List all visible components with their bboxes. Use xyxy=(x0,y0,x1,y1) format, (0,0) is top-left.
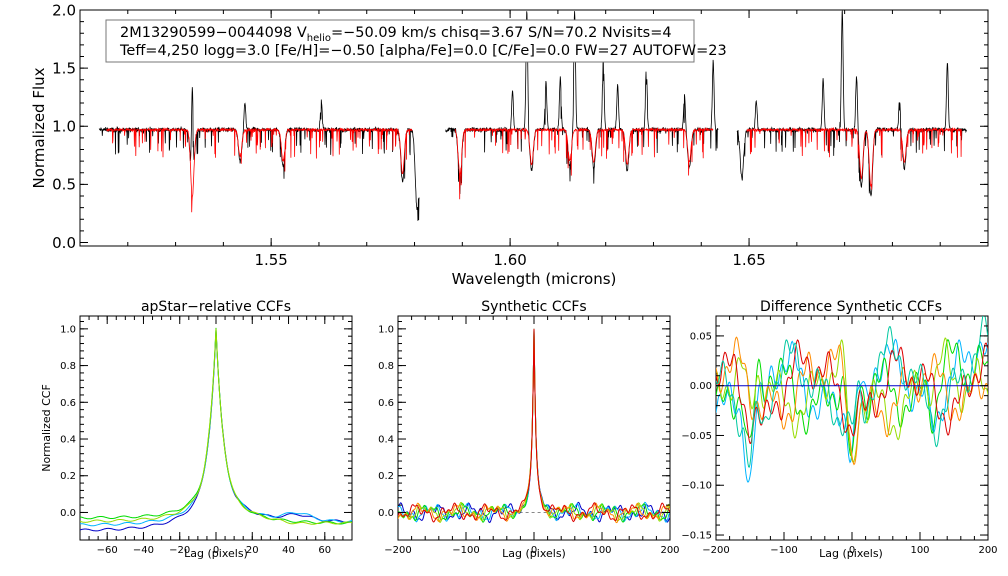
synthetic-x-label: Lag (pixels) xyxy=(502,547,566,560)
y-tick-label: 0.00 xyxy=(690,381,712,392)
difference-ccf-visit-6 xyxy=(716,316,988,468)
x-tick-label: −100 xyxy=(452,545,479,556)
y-tick-label: 0.4 xyxy=(60,435,76,446)
difference-axes-frame xyxy=(715,315,989,541)
x-tick-label: −200 xyxy=(384,545,411,556)
difference-ccf-visit-3 xyxy=(716,337,988,464)
x-tick-label: 200 xyxy=(660,545,679,556)
y-tick-label: 0.0 xyxy=(378,508,394,519)
model-spectrum-chip-1 xyxy=(105,126,413,213)
info-line-2: Teff=4,250 logg=3.0 [Fe/H]=−0.50 [alpha/… xyxy=(119,43,727,59)
apstar-ccf-visit-2 xyxy=(80,329,352,527)
x-tick-label: 1.60 xyxy=(493,251,526,269)
info-line-1: 2M13290599−0044098 Vhelio=−50.09 km/s ch… xyxy=(120,25,672,44)
y-tick-label: 0.6 xyxy=(60,398,76,409)
apstar-ccf-panel: apStar−relative CCFs −60 −40 −20 0 20 40 60 0.0… xyxy=(40,299,353,560)
apstar-ccf-visit-1 xyxy=(80,330,352,532)
y-tick-label: −0.10 xyxy=(681,481,712,492)
model-spectrum-chip-2 xyxy=(454,127,714,200)
spectrum-y-label: Normalized Flux xyxy=(30,67,48,188)
info-box: 2M13290599−0044098 Vhelio=−50.09 km/s ch… xyxy=(105,19,727,63)
y-tick-label: 0.0 xyxy=(52,234,76,252)
x-tick-label: 100 xyxy=(910,545,929,556)
y-tick-label: −0.15 xyxy=(681,531,712,542)
x-tick-label: 0 xyxy=(213,545,219,556)
x-tick-label: 100 xyxy=(592,545,611,556)
y-tick-label: 0.6 xyxy=(378,398,394,409)
y-tick-label: 0.4 xyxy=(378,435,394,446)
synthetic-ccf-title: Synthetic CCFs xyxy=(481,299,586,315)
model-spectrum-chip-3 xyxy=(746,126,962,190)
spectrum-x-label: Wavelength (microns) xyxy=(452,270,617,288)
difference-ccf-panel: Difference Synthetic CCFs −200 −100 0 100 20… xyxy=(681,299,997,560)
x-tick-label: −20 xyxy=(169,545,190,556)
difference-x-label: Lag (pixels) xyxy=(819,547,883,560)
apstar-y-label: Normalized CCF xyxy=(40,384,53,472)
y-tick-label: 0.5 xyxy=(52,176,76,194)
y-tick-label: 1.0 xyxy=(52,118,76,136)
y-tick-label: 0.0 xyxy=(60,508,76,519)
synthetic-ccf-panel: Synthetic CCFs −200 −100 0 100 200 0.0 0.2 0.4 0… xyxy=(378,299,679,560)
x-tick-label: 40 xyxy=(282,545,295,556)
apstar-ccf-visit-4 xyxy=(80,328,352,525)
apstar-x-label: Lag (pixels) xyxy=(184,547,248,560)
x-tick-label: 0 xyxy=(531,545,537,556)
spectrum-panel: 1.55 1.60 1.65 0.0 0.5 1.0 1.5 2.0 Wavelength (… xyxy=(30,1,989,288)
x-tick-label: −60 xyxy=(97,545,118,556)
apstar-axes-frame xyxy=(79,315,353,541)
y-tick-label: 2.0 xyxy=(52,1,76,19)
y-tick-label: 0.05 xyxy=(690,331,712,342)
x-tick-label: 1.65 xyxy=(732,251,765,269)
x-tick-label: 0 xyxy=(849,545,855,556)
y-tick-label: 1.0 xyxy=(378,324,394,335)
x-tick-label: −100 xyxy=(770,545,797,556)
observed-spectrum-chip-1 xyxy=(98,87,420,221)
x-tick-label: 20 xyxy=(246,545,259,556)
apstar-ccf-title: apStar−relative CCFs xyxy=(141,299,291,315)
x-tick-label: 200 xyxy=(978,545,997,556)
spectrum-axes-frame xyxy=(79,9,989,247)
x-tick-label: −40 xyxy=(133,545,154,556)
y-tick-label: 0.8 xyxy=(378,361,394,372)
observed-spectrum-chip-3 xyxy=(736,10,967,197)
y-tick-label: 0.2 xyxy=(60,471,76,482)
x-tick-label: −200 xyxy=(702,545,729,556)
y-tick-label: −0.05 xyxy=(681,431,712,442)
difference-ccf-visit-4 xyxy=(716,336,988,466)
apstar-ccf-visit-3 xyxy=(80,327,352,525)
info-box-frame xyxy=(105,19,695,63)
x-tick-label: 1.55 xyxy=(254,251,287,269)
y-tick-label: 1.5 xyxy=(52,59,76,77)
info-vhelio-subscript: helio xyxy=(307,33,331,44)
difference-ccf-visit-5 xyxy=(716,339,988,444)
y-tick-label: 1.0 xyxy=(60,324,76,335)
info-star-id: 2M13290599−0044098 V xyxy=(120,25,307,41)
x-tick-label: 60 xyxy=(318,545,331,556)
y-tick-label: 0.8 xyxy=(60,361,76,372)
difference-ccf-title: Difference Synthetic CCFs xyxy=(760,299,942,315)
synthetic-ccf-visit-6 xyxy=(398,328,670,523)
info-line-1-values: =−50.09 km/s chisq=3.67 S/N=70.2 Nvisits… xyxy=(331,25,672,41)
y-tick-label: 0.2 xyxy=(378,471,394,482)
